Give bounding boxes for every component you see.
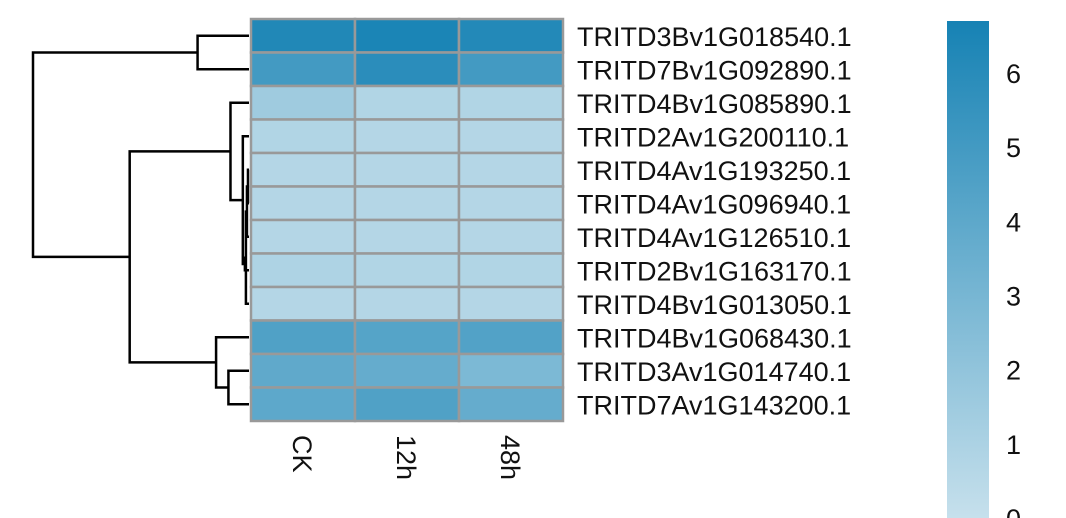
heatmap-cell-r6-c1 [353, 218, 461, 255]
colorbar: 0 1 2 3 4 5 6 [947, 21, 1021, 518]
heatmap-cell-r0-c2 [457, 17, 565, 54]
row-label: TRITD4Av1G096940.1 [577, 189, 851, 219]
heatmap-cell-r0-c1 [353, 17, 461, 54]
heatmap-cell-r5-c0 [249, 185, 357, 222]
heatmap-cell-r3-c0 [249, 118, 357, 155]
row-label: TRITD7Av1G143200.1 [577, 390, 851, 420]
heatmap-cell-r5-c1 [353, 185, 461, 222]
row-label: TRITD4Bv1G085890.1 [577, 89, 852, 119]
row-label: TRITD2Av1G200110.1 [577, 122, 849, 152]
heatmap-cell-r3-c1 [353, 118, 461, 155]
dendrogram-branch [227, 369, 249, 406]
row-dendrogram [31, 34, 250, 406]
heatmap-cell-r8-c1 [353, 285, 461, 322]
colorbar-tick-label: 6 [1006, 59, 1021, 89]
dendrogram-branch [241, 135, 249, 266]
heatmap-cell-r5-c2 [457, 185, 565, 222]
colorbar-bar [947, 21, 989, 518]
heatmap-cell-r0-c0 [249, 17, 357, 54]
column-label: 48h [495, 435, 525, 480]
dendrogram-branch [128, 150, 231, 364]
column-label: 12h [391, 435, 421, 480]
row-label: TRITD3Bv1G018540.1 [577, 22, 852, 52]
heatmap-cell-r7-c1 [353, 252, 461, 289]
heatmap-cell-r7-c2 [457, 252, 565, 289]
colorbar-tick-label: 0 [1006, 504, 1021, 518]
heatmap-cell-r10-c1 [353, 352, 461, 389]
heatmap-cell-r11-c1 [353, 386, 461, 423]
colorbar-tick-label: 4 [1006, 207, 1021, 237]
row-label: TRITD4Bv1G013050.1 [577, 290, 852, 320]
row-label: TRITD3Av1G014740.1 [577, 357, 851, 387]
heatmap-cell-r6-c0 [249, 218, 357, 255]
row-label: TRITD2Bv1G163170.1 [577, 256, 852, 286]
heatmap-cell-r3-c2 [457, 118, 565, 155]
heatmap-cell-r10-c2 [457, 352, 565, 389]
row-label: TRITD4Av1G193250.1 [577, 156, 851, 186]
heatmap-cell-r1-c2 [457, 51, 565, 88]
heatmap-cell-r11-c0 [249, 386, 357, 423]
colorbar-tick-label: 1 [1006, 430, 1021, 460]
heatmap-cell-r7-c0 [249, 252, 357, 289]
heatmap-cell-r6-c2 [457, 218, 565, 255]
heatmap-cell-r9-c2 [457, 319, 565, 356]
colorbar-tick-label: 2 [1006, 356, 1021, 386]
dendrogram-branch [214, 336, 249, 389]
heatmap-cell-r2-c2 [457, 84, 565, 121]
column-labels: CK 12h 48h [287, 435, 525, 480]
heatmap-cell-r4-c0 [249, 151, 357, 188]
dendrogram-branch [243, 256, 249, 272]
dendrogram-branch [229, 101, 249, 202]
heatmap-cell-r8-c2 [457, 285, 565, 322]
heatmap-cells [249, 17, 565, 423]
row-label: TRITD7Bv1G092890.1 [577, 55, 852, 85]
heatmap-cell-r9-c0 [249, 319, 357, 356]
dendrogram-branch [31, 51, 198, 259]
heatmap-cell-r9-c1 [353, 319, 461, 356]
heatmap-cell-r10-c0 [249, 352, 357, 389]
heatmap-cell-r4-c2 [457, 151, 565, 188]
heatmap-cell-r1-c0 [249, 51, 357, 88]
heatmap-cell-r8-c0 [249, 285, 357, 322]
heatmap-cell-r2-c0 [249, 84, 357, 121]
dendrogram-branch [196, 34, 249, 71]
colorbar-tick-label: 3 [1006, 281, 1021, 311]
column-label: CK [287, 435, 317, 473]
row-label: TRITD4Av1G126510.1 [577, 223, 851, 253]
row-label: TRITD4Bv1G068430.1 [577, 323, 852, 353]
heatmap-cell-r1-c1 [353, 51, 461, 88]
heatmap-cell-r2-c1 [353, 84, 461, 121]
heatmap-cell-r11-c2 [457, 386, 565, 423]
heatmap-cell-r4-c1 [353, 151, 461, 188]
colorbar-tick-label: 5 [1006, 133, 1021, 163]
